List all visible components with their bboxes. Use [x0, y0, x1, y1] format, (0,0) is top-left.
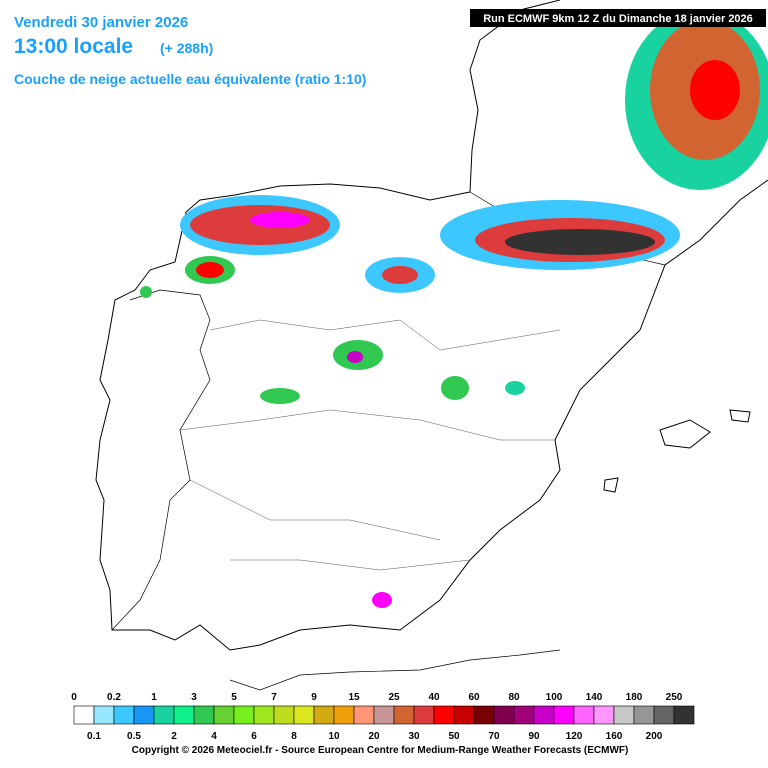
time: 13:00 locale	[14, 35, 133, 58]
legend-label: 70	[488, 731, 500, 742]
legend-swatch	[333, 705, 355, 725]
legend-swatch	[273, 705, 295, 725]
legend-swatch	[253, 705, 275, 725]
legend-swatch	[113, 705, 135, 725]
legend-swatch	[513, 705, 535, 725]
product: Couche de neige actuelle eau équivalente…	[14, 71, 366, 87]
legend-swatch	[453, 705, 475, 725]
legend-label: 15	[348, 692, 360, 703]
legend-label: 250	[666, 692, 683, 703]
legend-swatch	[173, 705, 195, 725]
legend-swatch	[493, 705, 515, 725]
legend-swatch	[213, 705, 235, 725]
copyright: Copyright © 2026 Meteociel.fr - Source E…	[132, 745, 629, 756]
legend-label: 40	[428, 692, 440, 703]
legend-swatch	[313, 705, 335, 725]
legend-label: 160	[606, 731, 623, 742]
legend-label: 80	[508, 692, 520, 703]
legend-label: 0.5	[127, 731, 141, 742]
legend-swatch	[473, 705, 495, 725]
legend-label: 0.2	[107, 692, 121, 703]
legend-label: 100	[546, 692, 563, 703]
legend-swatch	[153, 705, 175, 725]
legend-swatch	[433, 705, 455, 725]
legend-swatch	[393, 705, 415, 725]
legend-swatch	[553, 705, 575, 725]
date: Vendredi 30 janvier 2026	[14, 14, 188, 31]
legend-label: 10	[328, 731, 340, 742]
legend-label: 200	[646, 731, 663, 742]
legend-swatch	[633, 705, 655, 725]
legend-swatch	[593, 705, 615, 725]
legend-label: 9	[311, 692, 317, 703]
legend-label: 180	[626, 692, 643, 703]
legend-swatch	[353, 705, 375, 725]
legend-label: 140	[586, 692, 603, 703]
legend-label: 120	[566, 731, 583, 742]
legend-swatch	[133, 705, 155, 725]
legend-swatch	[93, 705, 115, 725]
legend-swatch	[653, 705, 675, 725]
legend-swatch	[233, 705, 255, 725]
legend-label: 7	[271, 692, 277, 703]
legend-label: 30	[408, 731, 420, 742]
run-box	[470, 9, 766, 27]
legend-swatch	[613, 705, 635, 725]
legend-swatch	[413, 705, 435, 725]
legend-label: 0	[71, 692, 77, 703]
legend-label: 2	[171, 731, 177, 742]
legend-label: 6	[251, 731, 257, 742]
legend-label: 25	[388, 692, 400, 703]
legend-label: 90	[528, 731, 540, 742]
legend-label: 1	[151, 692, 157, 703]
legend-swatch	[193, 705, 215, 725]
legend-label: 5	[231, 692, 237, 703]
legend-swatch	[373, 705, 395, 725]
snow-areas	[140, 10, 768, 608]
legend-swatch	[673, 705, 695, 725]
legend-label: 4	[211, 731, 217, 742]
legend-swatch	[293, 705, 315, 725]
legend-label: 50	[448, 731, 460, 742]
borders	[95, 0, 768, 691]
run: Run ECMWF 9km 12 Z du Dimanche 18 janvie…	[483, 13, 753, 25]
legend-label: 0.1	[87, 731, 101, 742]
legend-label: 8	[291, 731, 297, 742]
legend: 0 0.1 0.2 0.5 1 2 3 4 5 6 7 8 9 10 15 20 25 30 40 50 60 70 80 9…	[71, 692, 695, 742]
legend-swatch	[533, 705, 555, 725]
lead: (+ 288h)	[160, 40, 213, 56]
legend-label: 20	[368, 731, 380, 742]
legend-label: 3	[191, 692, 197, 703]
legend-swatch	[573, 705, 595, 725]
legend-swatch	[73, 705, 95, 725]
legend-label: 60	[468, 692, 480, 703]
